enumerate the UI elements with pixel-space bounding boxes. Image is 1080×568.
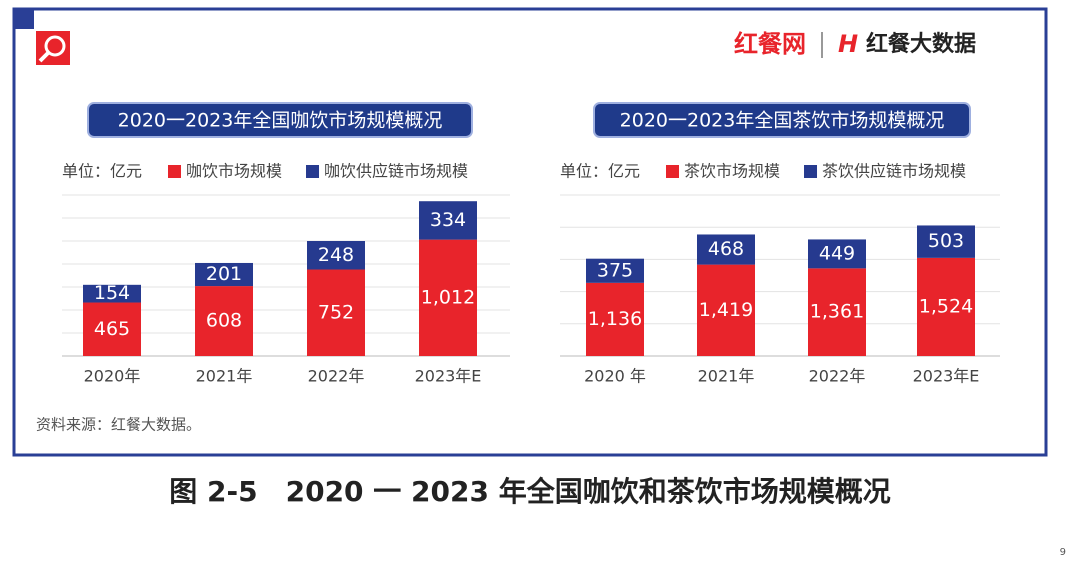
legend-label: 茶饮供应链市场规模 xyxy=(822,162,966,181)
bar-segment xyxy=(917,257,975,356)
legend-label: 茶饮市场规模 xyxy=(684,162,780,181)
value-label: 608 xyxy=(206,310,242,332)
x-tick-label: 2021年 xyxy=(196,367,253,386)
value-label: 503 xyxy=(928,230,964,252)
value-label: 1,136 xyxy=(588,308,642,330)
legend-swatch xyxy=(306,165,320,178)
unit-label: 单位：亿元 xyxy=(62,162,142,181)
value-label: 465 xyxy=(94,318,130,340)
chart-title: 2020一2023年全国咖饮市场规模概况 xyxy=(118,110,443,132)
bar-segment xyxy=(586,282,644,356)
x-tick-label: 2021年 xyxy=(698,367,755,386)
brand-site: 红餐网 xyxy=(734,30,806,58)
bar-segment xyxy=(586,258,644,283)
x-tick-label: 2023年E xyxy=(913,367,980,386)
value-label: 1,419 xyxy=(699,299,753,321)
bar-segment xyxy=(195,262,253,287)
bar-segment xyxy=(83,302,141,356)
title-pill xyxy=(87,102,473,138)
legend-swatch xyxy=(804,165,818,178)
x-tick-label: 2020 年 xyxy=(584,367,646,386)
value-label: 449 xyxy=(819,242,855,264)
unit-label: 单位：亿元 xyxy=(560,162,640,181)
x-tick-label: 2022年 xyxy=(809,367,866,386)
bar-segment xyxy=(808,268,866,356)
value-label: 1,361 xyxy=(810,301,864,323)
brand-name: 红餐大数据 xyxy=(866,31,976,57)
value-label: 201 xyxy=(206,263,242,285)
legend-label: 咖饮供应链市场规模 xyxy=(324,162,468,181)
value-label: 752 xyxy=(318,301,354,323)
chart-title: 2020一2023年全国茶饮市场规模概况 xyxy=(620,110,945,132)
caption: 图 2-5 2020 一 2023 年全国咖饮和茶饮市场规模概况 xyxy=(169,475,890,508)
bar-segment xyxy=(917,225,975,258)
bar-segment xyxy=(419,201,477,240)
bar-segment xyxy=(697,264,755,356)
value-label: 334 xyxy=(430,209,466,231)
x-tick-label: 2022年 xyxy=(308,367,365,386)
bar-segment xyxy=(808,239,866,269)
title-pill xyxy=(593,102,971,138)
bar-segment xyxy=(307,241,365,270)
value-label: 154 xyxy=(94,282,130,304)
value-label: 1,524 xyxy=(919,295,973,317)
logo-lens xyxy=(44,35,66,57)
bar-segment xyxy=(83,284,141,303)
legend-swatch xyxy=(666,165,679,178)
legend-label: 咖饮市场规模 xyxy=(186,162,282,181)
bar-segment xyxy=(195,286,253,356)
value-label: 375 xyxy=(597,259,633,281)
source: 资料来源：红餐大数据。 xyxy=(36,416,201,434)
value-label: 468 xyxy=(708,238,744,260)
value-label: 248 xyxy=(318,244,354,266)
logo-handle xyxy=(38,51,50,63)
frame xyxy=(12,7,1048,457)
legend-swatch xyxy=(168,165,181,178)
x-tick-label: 2020年 xyxy=(84,367,141,386)
value-label: 1,012 xyxy=(421,286,475,308)
x-tick-label: 2023年E xyxy=(415,367,482,386)
bar-segment xyxy=(697,234,755,265)
brand-mark: H xyxy=(838,30,858,58)
corner xyxy=(14,9,34,29)
page-number: 9 xyxy=(1060,547,1066,558)
bar-segment xyxy=(419,239,477,356)
bar-segment xyxy=(307,269,365,356)
